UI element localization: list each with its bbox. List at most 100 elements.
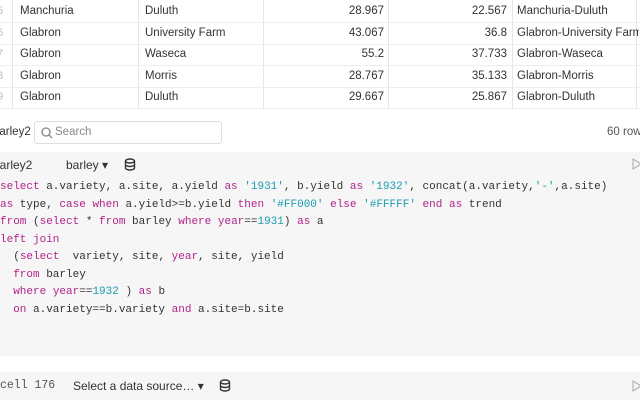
code-line: from barley bbox=[0, 269, 86, 281]
column-divider bbox=[388, 0, 389, 108]
code-token: as bbox=[448, 198, 463, 211]
table-row: 6 Glabron University Farm 43.067 36.8 Glabron… bbox=[0, 23, 640, 45]
yield-1932-cell: 36.8 bbox=[484, 26, 507, 39]
code-line: from (select * from barley where year==1… bbox=[0, 216, 324, 228]
code-token bbox=[363, 181, 370, 193]
type-cell: Glabron-Duluth bbox=[517, 91, 595, 103]
yield-1931-cell: 43.067 bbox=[348, 26, 384, 39]
code-token: '1931' bbox=[244, 181, 284, 193]
code-line: as type, case when a.yield>=b.yield then… bbox=[0, 199, 502, 211]
source-select[interactable]: barley ▾ bbox=[66, 158, 109, 172]
code-token: end bbox=[422, 198, 443, 211]
code-token: when bbox=[92, 198, 119, 211]
type-cell: Manchuria-Duluth bbox=[517, 5, 608, 17]
code-token: ( bbox=[26, 216, 40, 228]
code-token: '#FF000' bbox=[270, 198, 324, 211]
row-number: 8 bbox=[0, 69, 4, 82]
search-placeholder: Search bbox=[55, 126, 92, 138]
code-token: else bbox=[330, 198, 357, 211]
code-line: left join bbox=[0, 234, 59, 246]
type-cell: Glabron-Waseca bbox=[517, 48, 603, 60]
column-divider bbox=[636, 0, 637, 108]
code-token: 1931 bbox=[257, 216, 284, 228]
row-count: 60 rows bbox=[607, 126, 640, 138]
code-token: ,a.site) bbox=[554, 181, 608, 193]
variety-cell: Glabron bbox=[20, 91, 61, 103]
row-number: 9 bbox=[0, 91, 4, 103]
run-icon[interactable] bbox=[632, 158, 640, 170]
site-cell: Morris bbox=[145, 69, 177, 82]
next-cell[interactable]: cell 176 Select a data source… ▾ bbox=[0, 372, 640, 400]
code-cell[interactable]: barley2 barley ▾ select a.variety, a.sit… bbox=[0, 152, 640, 356]
code-token: == bbox=[79, 286, 93, 298]
run-icon[interactable] bbox=[632, 380, 640, 392]
search-box[interactable]: Search bbox=[34, 121, 222, 144]
code-token: a.yield>=b.yield bbox=[118, 198, 238, 211]
site-cell: Waseca bbox=[145, 48, 187, 60]
table-row: 5 Manchuria Duluth 28.967 22.567 Manchuria-Du… bbox=[0, 1, 640, 23]
code-token: a.site=b.site bbox=[191, 303, 284, 316]
code-token: then bbox=[237, 198, 265, 211]
yield-1932-cell: 25.867 bbox=[471, 91, 507, 103]
code-line: where year==1932 ) as b bbox=[0, 286, 165, 298]
code-token: left join bbox=[0, 233, 60, 246]
code-token: barley bbox=[39, 268, 86, 281]
table-row: 8 Glabron Morris 28.767 35.133 Glabron-Morris bbox=[0, 66, 640, 88]
code-token: b bbox=[151, 286, 166, 298]
code-token: type, bbox=[13, 198, 60, 211]
code-token: and bbox=[171, 303, 192, 316]
table-row: 7 Glabron Waseca 55.2 37.733 Glabron-Waseca bbox=[0, 44, 640, 66]
code-token: select bbox=[19, 251, 60, 263]
code-token bbox=[46, 286, 53, 298]
table-row: 9 Glabron Duluth 29.667 25.867 Glabron-Duluth bbox=[0, 87, 640, 109]
code-token: '#FFFFF' bbox=[363, 198, 416, 211]
code-token: , b.yield bbox=[283, 181, 350, 193]
column-divider bbox=[512, 0, 513, 108]
code-token: ) bbox=[283, 216, 298, 228]
code-token: as bbox=[349, 181, 364, 193]
code-token: trend bbox=[462, 198, 502, 211]
database-icon[interactable] bbox=[124, 158, 136, 171]
code-token: as bbox=[224, 181, 238, 193]
code-line: select a.variety, a.site, a.yield as '19… bbox=[0, 181, 607, 193]
code-token: from bbox=[13, 268, 40, 281]
code-token: barley bbox=[125, 216, 179, 228]
code-token: case bbox=[59, 198, 86, 211]
code-token bbox=[0, 304, 13, 316]
code-token: where bbox=[178, 216, 212, 228]
column-divider bbox=[12, 0, 13, 108]
code-token: a.variety, a.site, a.yield bbox=[39, 181, 225, 193]
code-token: select bbox=[39, 216, 80, 228]
code-token: 1932 bbox=[92, 286, 119, 298]
row-number: 5 bbox=[0, 5, 4, 17]
column-divider bbox=[263, 0, 264, 108]
code-token: ) bbox=[118, 286, 139, 298]
site-cell: Duluth bbox=[145, 5, 179, 17]
code-token: from bbox=[0, 216, 27, 228]
code-token: as bbox=[297, 216, 311, 228]
code-token: select bbox=[0, 181, 40, 193]
variety-cell: Manchuria bbox=[20, 5, 74, 17]
output-name: barley2 bbox=[0, 158, 33, 172]
code-line: on a.variety==b.variety and a.site=b.sit… bbox=[0, 304, 284, 316]
code-line: (select variety, site, year, site, yield bbox=[0, 251, 284, 263]
code-token: * bbox=[79, 216, 100, 228]
type-cell: Glabron-University Farm bbox=[517, 26, 639, 39]
database-icon[interactable] bbox=[219, 379, 231, 392]
row-number: 6 bbox=[0, 26, 4, 39]
site-cell: Duluth bbox=[145, 91, 179, 103]
source-select[interactable]: Select a data source… ▾ bbox=[73, 379, 204, 393]
table-name: barley2 bbox=[0, 126, 31, 138]
site-cell: University Farm bbox=[145, 26, 226, 39]
code-token bbox=[264, 199, 271, 211]
yield-1932-cell: 37.733 bbox=[471, 48, 507, 60]
code-token: as bbox=[138, 286, 152, 298]
code-token: ( bbox=[0, 251, 20, 263]
code-token: a.variety==b.variety bbox=[26, 303, 172, 316]
code-token bbox=[0, 286, 13, 298]
yield-1932-cell: 35.133 bbox=[471, 69, 507, 82]
code-token bbox=[442, 199, 449, 211]
code-token: on bbox=[13, 303, 27, 316]
code-token: year bbox=[217, 216, 245, 228]
